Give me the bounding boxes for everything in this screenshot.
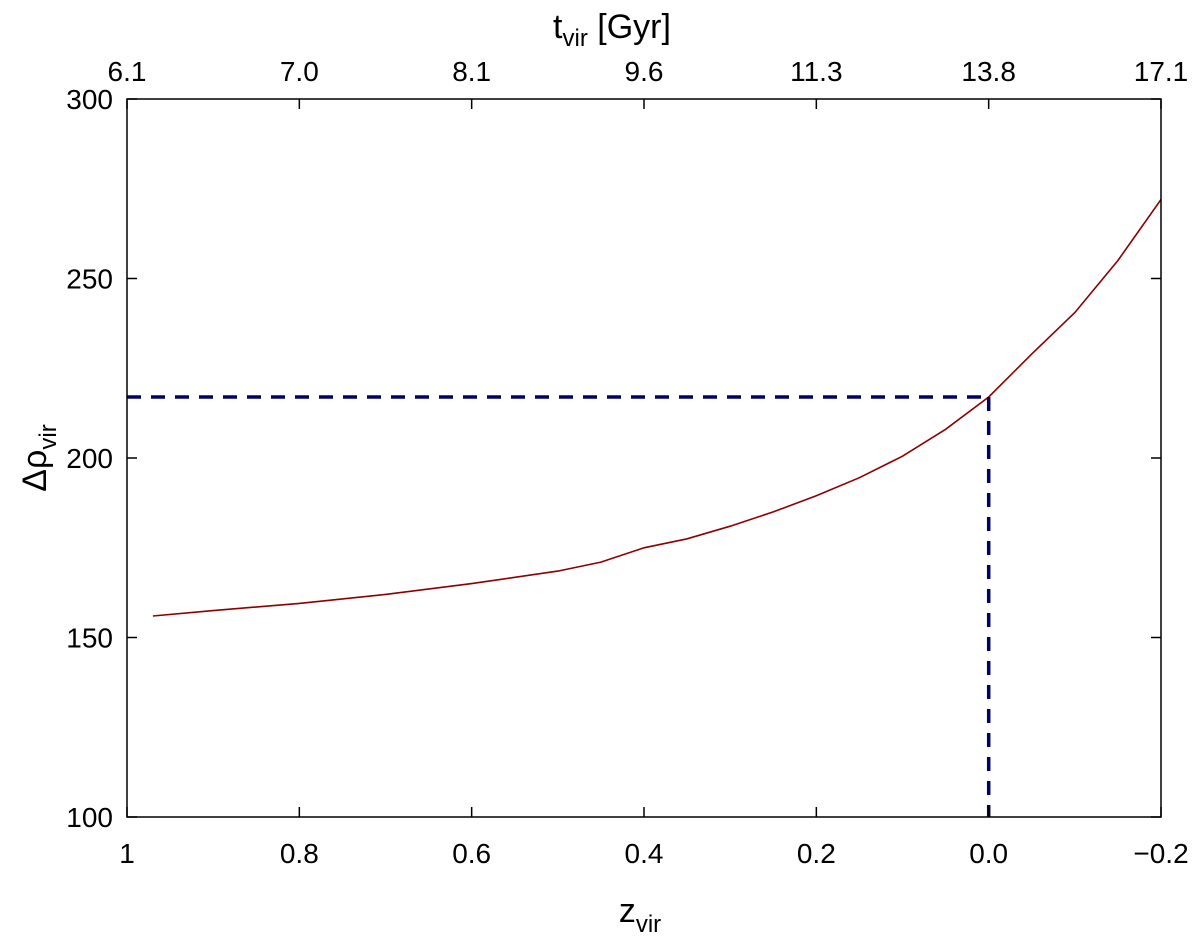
x2-axis-title: tvir [Gyr] [553, 8, 671, 52]
plot-frame [126, 98, 1162, 818]
x2-tick-label: 13.8 [961, 56, 1016, 87]
x2-tick-label: 9.6 [625, 56, 664, 87]
y-axis-title: Δρvir [16, 424, 62, 491]
x2-tick-label: 6.1 [108, 56, 147, 87]
y-tick-label: 300 [66, 84, 113, 115]
y-tick-label: 100 [66, 802, 113, 833]
x-tick-label: 0.0 [969, 838, 1008, 869]
x2-tick-label: 7.0 [280, 56, 319, 87]
y-tick-label: 200 [66, 443, 113, 474]
x2-tick-label: 8.1 [452, 56, 491, 87]
series-layer [127, 199, 1162, 817]
x-tick-label: 0.6 [452, 838, 491, 869]
x-axis-title: zvir [619, 892, 661, 937]
y-tick-label: 150 [66, 623, 113, 654]
x-tick-label: 1 [119, 838, 135, 869]
labels-layer: 1 6.1 0.8 7.0 0.6 8.1 0.4 9.6 0.2 11.3 0.0 13.8 −0.2… [66, 56, 1188, 869]
x-tick-label: −0.2 [1133, 838, 1188, 869]
delta-rho-curve [152, 199, 1162, 617]
x2-tick-label: 17.1 [1134, 56, 1189, 87]
y-tick-label: 250 [66, 264, 113, 295]
x-tick-label: 0.4 [625, 838, 664, 869]
x2-tick-label: 11.3 [790, 56, 842, 87]
ticks-layer [126, 98, 1162, 818]
x-tick-label: 0.2 [797, 838, 836, 869]
x-tick-label: 0.8 [280, 838, 319, 869]
